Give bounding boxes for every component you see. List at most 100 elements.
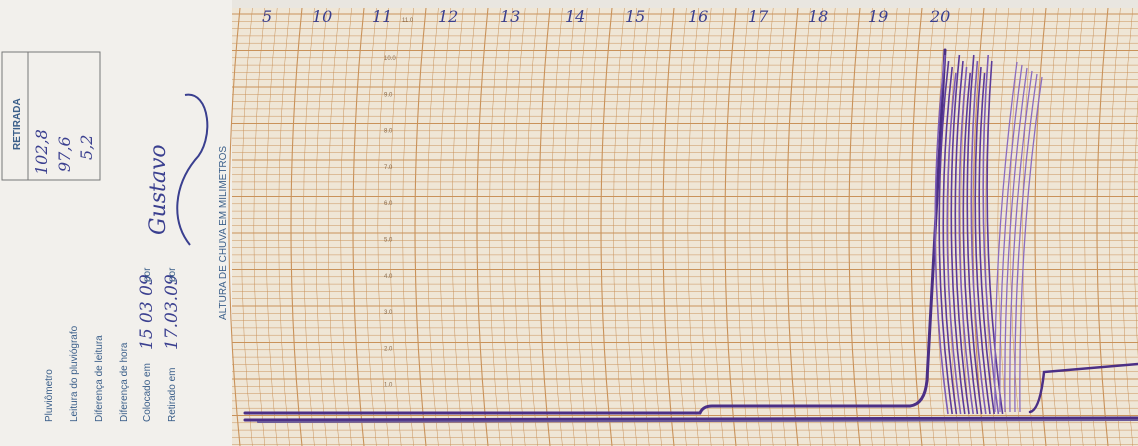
grid-arc — [898, 7, 910, 446]
grid-arc — [1059, 7, 1072, 446]
rain-stroke — [946, 72, 962, 415]
hour-mark: 17 — [748, 7, 769, 26]
grid-arc — [811, 7, 824, 446]
grid-arc — [650, 7, 662, 446]
scale-label: 2.0 — [384, 346, 393, 352]
grid-arc — [600, 7, 613, 446]
grid-arc — [1084, 7, 1096, 446]
grid-arc — [947, 7, 960, 446]
grid-arc — [588, 7, 600, 446]
grid-arc — [389, 7, 402, 446]
grid-arc — [873, 7, 886, 446]
rain-strokes — [934, 54, 1043, 415]
field-label: Retirado em — [167, 368, 178, 422]
grid-arc — [724, 7, 737, 446]
grid-arc — [699, 7, 712, 446]
rain-stroke — [1019, 76, 1043, 413]
signature-stroke — [176, 93, 209, 246]
rain-stroke — [994, 61, 1018, 413]
rain-stroke — [982, 54, 1000, 415]
grid-arc — [1022, 7, 1034, 446]
grid-arc — [675, 7, 687, 446]
hour-marks: 5 10 11 12 13 14 15 16 17 18 19 20 — [262, 7, 950, 26]
grid-arc — [613, 7, 625, 446]
grid-arc — [451, 7, 464, 446]
grid-arc — [327, 7, 340, 446]
scale-label: 8.0 — [384, 129, 393, 135]
grid-arc — [352, 7, 365, 446]
hour-mark: 20 — [929, 7, 950, 26]
grid-arc — [923, 7, 935, 446]
grid-arc — [885, 7, 898, 446]
rain-stroke — [999, 64, 1023, 413]
grid-arc — [377, 7, 390, 446]
grid-arc — [513, 7, 526, 446]
grid-arc — [836, 7, 848, 446]
retirada-title: RETIRADA — [12, 98, 23, 150]
scale: 11.0 10.0 9.0 8.0 7.0 6.0 5.0 4.0 3.0 2.0 1.0 — [384, 18, 414, 389]
rain-stroke — [934, 54, 949, 415]
grid-arc — [265, 7, 278, 446]
rain-stroke — [950, 54, 966, 415]
grid-arc — [365, 7, 377, 446]
grid-arc — [526, 7, 538, 446]
grid-arc — [402, 7, 414, 446]
grid-arc — [662, 7, 675, 446]
scale-label: 9.0 — [384, 92, 393, 98]
grid-arc — [1096, 7, 1109, 446]
grid-arc — [823, 7, 836, 446]
grid-arc — [774, 7, 786, 446]
traces — [243, 48, 1138, 423]
grid-arc — [737, 7, 749, 446]
scale-label: 10.0 — [384, 56, 396, 62]
grid-arc — [340, 7, 352, 446]
grid-arc — [538, 7, 551, 446]
grid-arc — [551, 7, 563, 446]
rain-stroke — [942, 66, 958, 415]
grid-arc — [501, 7, 514, 446]
hour-mark: 11 — [372, 7, 392, 26]
grid-arc — [290, 7, 303, 446]
grid-arc — [637, 7, 650, 446]
hour-mark: 15 — [625, 7, 645, 26]
grid-arc — [575, 7, 588, 446]
grid-arc — [489, 7, 501, 446]
grid-arc — [228, 7, 241, 446]
grid-arc — [1071, 7, 1084, 446]
grid-arc — [476, 7, 489, 446]
grid-arc — [303, 7, 315, 446]
grid-arc — [439, 7, 452, 446]
grid-arc — [1121, 7, 1134, 446]
hour-mark: 5 — [262, 7, 272, 26]
rain-stroke — [938, 60, 953, 415]
rain-stroke — [962, 72, 979, 415]
scale-label: 4.0 — [384, 274, 393, 280]
scale-label: 3.0 — [384, 310, 393, 316]
grid-arc — [861, 7, 873, 446]
scale-label: 1.0 — [384, 383, 393, 389]
retirada-value: 97,6 — [55, 136, 74, 172]
grid-arc — [427, 7, 439, 446]
grid-arc — [997, 7, 1010, 446]
rain-stroke — [986, 60, 1004, 415]
retirada-value: 5,2 — [77, 135, 96, 160]
grid-arc — [563, 7, 576, 446]
grid-arc — [761, 7, 774, 446]
hour-mark: 14 — [565, 7, 585, 26]
field-label: Colocado em — [142, 363, 153, 422]
grid-arc — [414, 7, 427, 446]
grid-arc — [910, 7, 923, 446]
grid-arc — [799, 7, 811, 446]
retirada-value: 102,8 — [32, 129, 51, 175]
grid-arc — [625, 7, 638, 446]
grid-arc — [786, 7, 799, 446]
date-value: 15 03 09 — [137, 274, 157, 350]
grid-arc — [278, 7, 290, 446]
field-label: Leitura do pluviógrafo — [69, 325, 80, 422]
scale-label: 6.0 — [384, 201, 393, 207]
rain-stroke — [1009, 70, 1033, 413]
scale-label: 7.0 — [384, 165, 393, 171]
grid-arc — [464, 7, 476, 446]
rain-stroke — [958, 66, 974, 415]
signature: Gustavo — [146, 144, 171, 235]
